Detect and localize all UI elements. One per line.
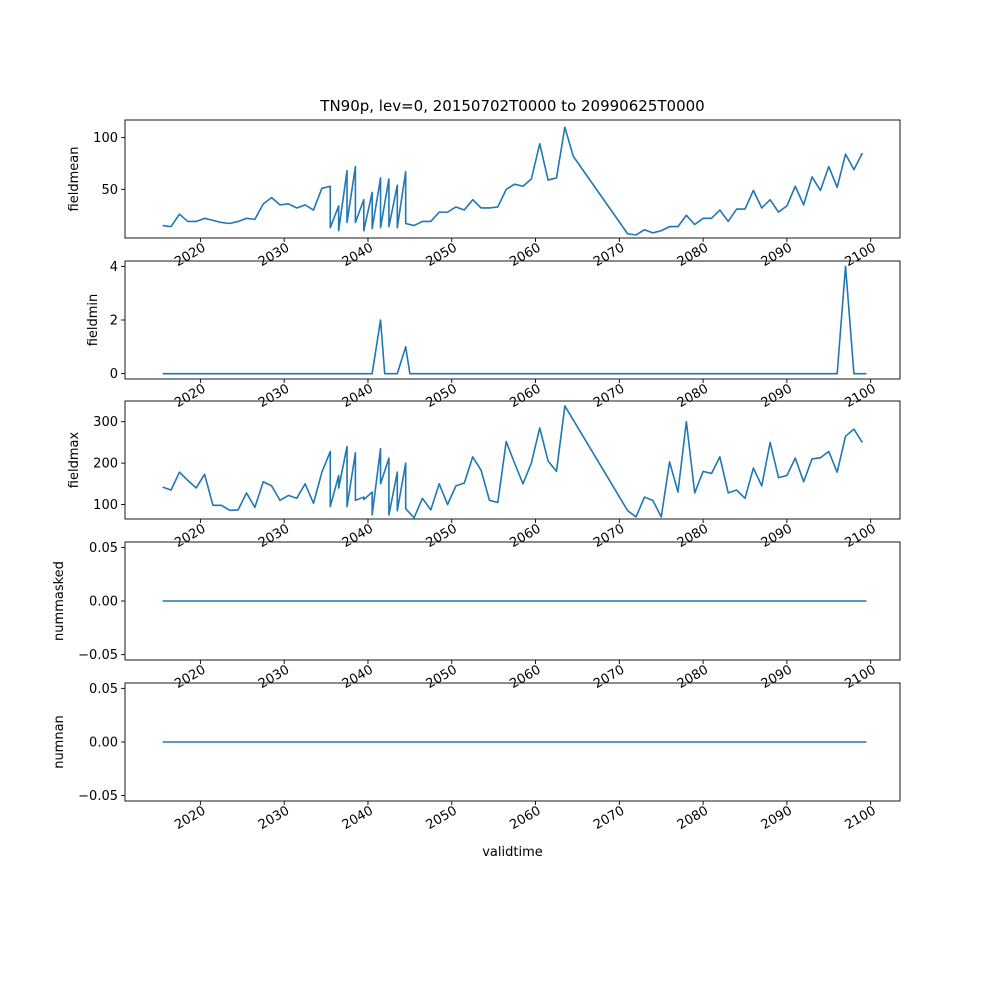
y-tick-label: 2 [110, 314, 118, 329]
y-tick-label: 0.00 [89, 736, 118, 751]
y-tick-label: 300 [93, 415, 118, 430]
fieldmean-axis-label: fieldmean [67, 147, 82, 212]
y-tick-label: −0.05 [78, 789, 118, 804]
fieldmin-axis-label: fieldmin [86, 294, 101, 347]
nummasked-axis-label: nummasked [52, 561, 67, 641]
y-tick-label: 100 [93, 131, 118, 146]
y-tick-label: 0.00 [89, 595, 118, 610]
y-tick-label: 50 [101, 183, 118, 198]
y-tick-label: 4 [110, 260, 118, 275]
fieldmax-axis-label: fieldmax [67, 432, 82, 489]
numnan-axis-label: numnan [52, 715, 67, 769]
fieldmean-axes-frame [124, 119, 901, 239]
fieldmean-line [162, 126, 864, 236]
y-tick-label: 200 [93, 457, 118, 472]
fieldmax-line [162, 405, 863, 519]
y-tick-label: 0.05 [89, 682, 118, 697]
y-tick-label: 100 [93, 498, 118, 513]
y-tick-label: 0 [110, 367, 118, 382]
fieldmax-axes-frame [124, 400, 901, 520]
fieldmin-line [162, 265, 867, 375]
x-axis-label: validtime [482, 845, 543, 860]
y-tick-label: −0.05 [78, 648, 118, 663]
y-tick-label: 0.05 [89, 541, 118, 556]
chart-title: TN90p, lev=0, 20150702T0000 to 20990625T… [319, 97, 704, 115]
